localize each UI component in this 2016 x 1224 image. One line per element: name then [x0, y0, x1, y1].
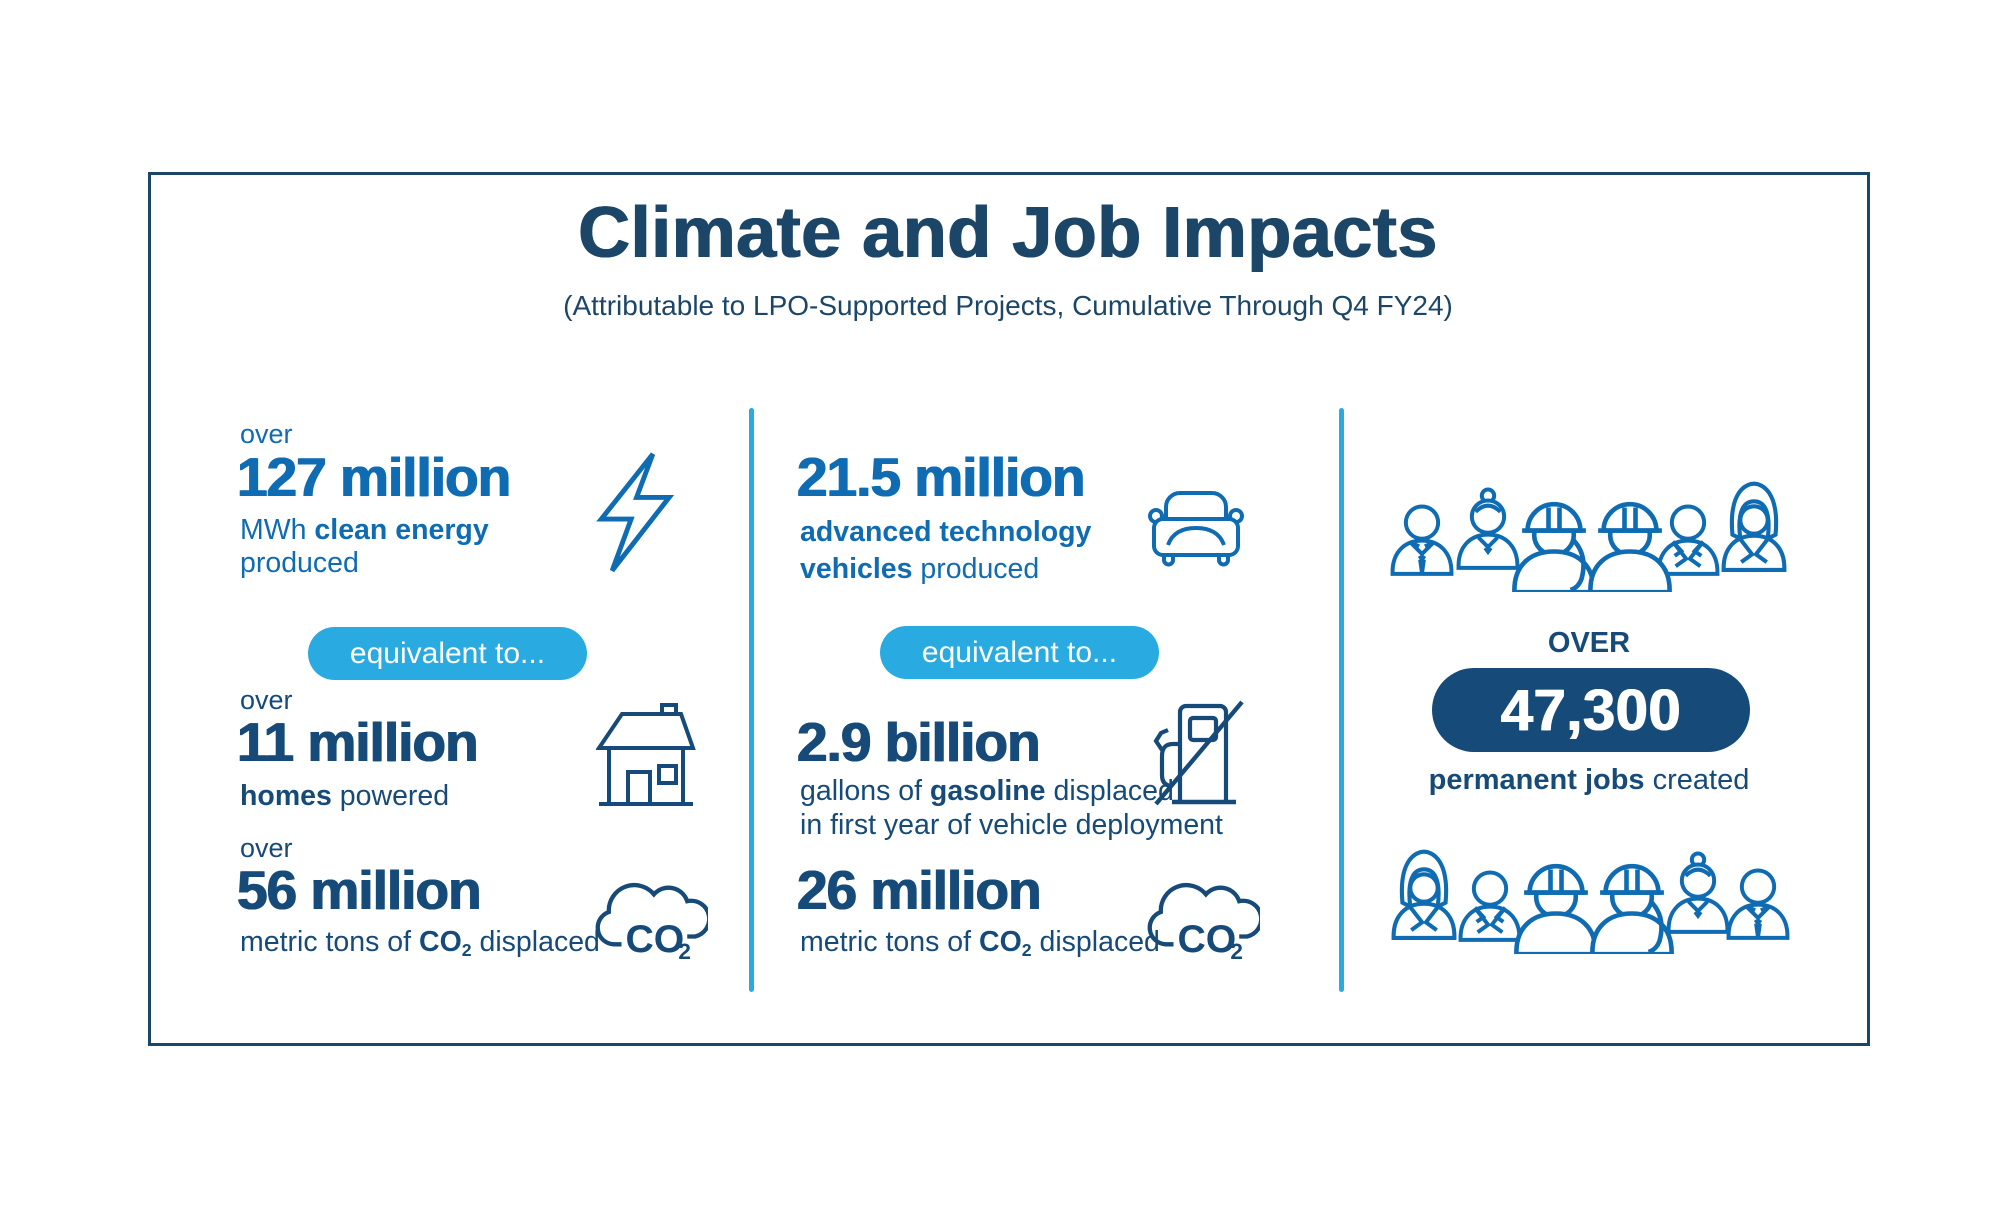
equivalent-pill-energy: equivalent to... — [308, 627, 587, 680]
jobs-over-label: OVER — [1547, 627, 1631, 659]
svg-text:CO: CO — [1177, 918, 1236, 960]
divider-left — [749, 408, 754, 992]
page-subtitle: (Attributable to LPO-Supported Projects,… — [563, 290, 1453, 321]
homes-value: 11 million — [237, 711, 479, 773]
co2-energy-desc: metric tons of CO2 displaced — [240, 926, 600, 960]
equivalent-pill-vehicles: equivalent to... — [880, 626, 1159, 679]
divider-right — [1339, 408, 1344, 992]
jobs-desc: permanent jobs created — [1428, 764, 1750, 796]
vehicles-desc: advanced technology vehicles produced — [800, 516, 1092, 585]
car-icon — [1148, 491, 1244, 567]
homes-over-label: over — [240, 685, 293, 715]
clean-energy-value: 127 million — [237, 446, 511, 508]
co2-energy-over-label: over — [240, 833, 293, 863]
page-title: Climate and Job Impacts — [578, 193, 1438, 273]
clean-energy-desc: MWh clean energy produced — [240, 514, 489, 579]
gasoline-value: 2.9 billion — [797, 711, 1041, 773]
co2-vehicles-value: 26 million — [797, 859, 1042, 921]
infographic-frame — [148, 172, 1870, 1046]
workers-group-top-icon — [1390, 460, 1792, 592]
homes-desc: homes powered — [240, 780, 450, 812]
gasoline-desc: gallons of gasoline displaced in first y… — [800, 775, 1223, 841]
lightning-bolt-icon — [596, 452, 675, 573]
svg-text:2: 2 — [1230, 939, 1243, 960]
svg-text:CO: CO — [625, 918, 684, 960]
jobs-count-pill: 47,300 — [1432, 668, 1750, 752]
clean-energy-over-label: over — [240, 419, 293, 449]
vehicles-value: 21.5 million — [797, 446, 1086, 508]
workers-group-bottom-icon — [1386, 826, 1790, 954]
co2-cloud-icon: CO 2 — [595, 882, 708, 960]
co2-energy-value: 56 million — [237, 859, 482, 921]
house-icon — [596, 703, 696, 806]
svg-text:2: 2 — [678, 939, 691, 960]
co2-vehicles-desc: metric tons of CO2 displaced — [800, 926, 1160, 960]
co2-cloud-icon: CO 2 — [1147, 882, 1260, 960]
gas-pump-crossed-icon — [1153, 700, 1244, 806]
